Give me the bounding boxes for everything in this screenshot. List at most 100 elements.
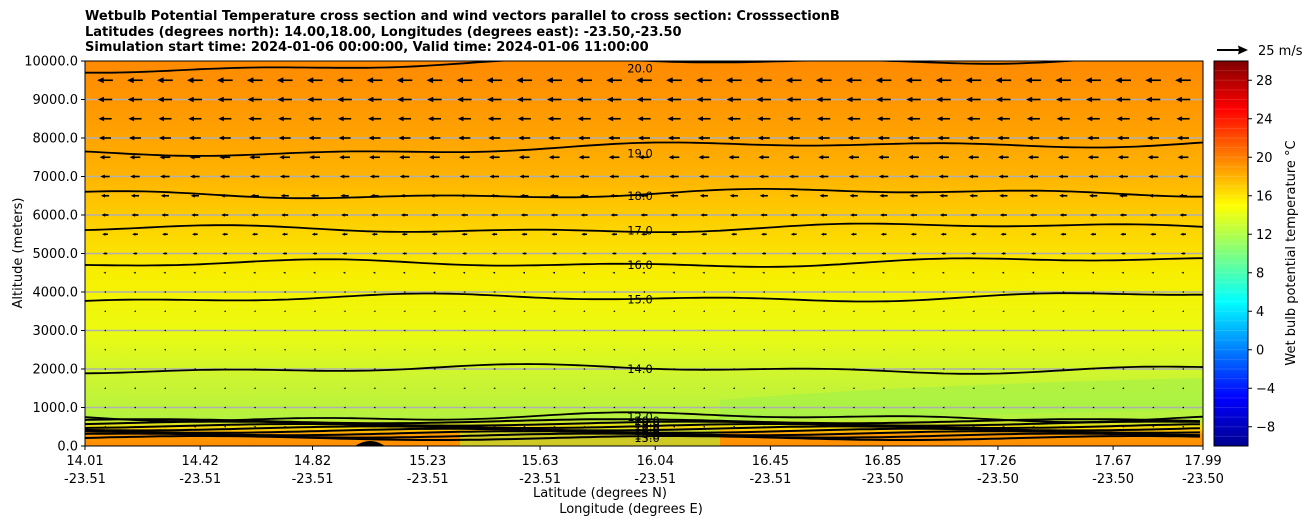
wind-vector — [882, 368, 885, 370]
wind-vector — [283, 310, 286, 313]
wind-vector — [1059, 213, 1067, 217]
wind-vector — [699, 193, 709, 198]
wind-vector — [403, 310, 406, 313]
wind-vector — [553, 425, 556, 428]
wind-vector — [283, 348, 286, 351]
wind-vector — [852, 368, 855, 370]
wind-vector — [609, 174, 619, 179]
wind-vector — [1119, 193, 1128, 198]
wind-vector — [278, 116, 292, 122]
wind-vector — [463, 291, 466, 293]
wind-vector — [643, 329, 645, 332]
wind-vector — [313, 329, 316, 332]
wind-vector — [104, 425, 106, 428]
wind-vector — [969, 213, 977, 217]
surface-contour-label: 19.0 — [634, 417, 660, 431]
wind-vector — [223, 329, 226, 332]
wind-vector — [192, 232, 198, 236]
wind-vector — [882, 310, 885, 313]
title-line-1: Wetbulb Potential Temperature cross sect… — [85, 9, 840, 24]
wind-vector — [643, 348, 645, 351]
wind-vector — [912, 368, 915, 370]
wind-vector — [549, 174, 559, 179]
contour-19.0 — [85, 141, 1203, 157]
wind-vector — [553, 291, 556, 293]
wind-vector — [852, 425, 855, 428]
wind-vector — [729, 174, 739, 179]
wind-vector — [1002, 387, 1005, 390]
x-tick-lat: 17.26 — [979, 454, 1016, 469]
wind-vector — [583, 387, 586, 390]
wind-vector — [972, 406, 975, 409]
wind-vector — [457, 96, 472, 103]
wind-vector — [702, 368, 705, 370]
wind-vector — [193, 310, 196, 313]
wind-vector — [1085, 77, 1102, 84]
wind-vector — [792, 368, 795, 370]
wind-vector — [433, 348, 436, 351]
colorbar-tick-label: 8 — [1256, 266, 1264, 281]
wind-vector — [373, 348, 376, 351]
wind-vector — [429, 174, 440, 179]
wind-vector — [760, 213, 768, 217]
wind-vector — [760, 232, 767, 236]
wind-vector — [253, 291, 256, 293]
wind-vector — [939, 193, 948, 198]
x-tick-lon: -23.51 — [749, 472, 791, 487]
x-tick-lon: -23.50 — [977, 472, 1019, 487]
wind-vector — [522, 252, 527, 255]
wind-vector — [459, 155, 470, 160]
wind-vector — [882, 387, 885, 390]
wind-vector — [104, 406, 106, 409]
wind-vector — [1026, 116, 1040, 122]
wind-vector — [732, 406, 735, 409]
wind-vector — [581, 252, 587, 255]
wind-vector — [459, 174, 470, 179]
wind-vector — [1117, 135, 1130, 141]
wind-vector — [731, 232, 737, 236]
surface-contour — [85, 423, 1201, 429]
wind-vector — [158, 135, 171, 141]
wind-vector — [696, 96, 712, 103]
wind-vector — [1091, 271, 1094, 274]
wind-vector — [611, 232, 617, 236]
wind-vector — [551, 232, 558, 236]
wind-vector — [428, 135, 441, 141]
wind-vector — [1116, 116, 1130, 122]
wind-vector — [1090, 252, 1096, 255]
wind-vector — [850, 213, 858, 217]
wind-vector — [1062, 310, 1065, 313]
wind-vector — [702, 425, 705, 428]
wind-vector — [583, 348, 586, 351]
wind-vector — [157, 96, 173, 103]
wind-vector — [701, 252, 707, 255]
wind-vector — [100, 193, 110, 198]
wind-vector — [102, 232, 108, 236]
wind-vector — [999, 193, 1008, 198]
wind-vector — [461, 232, 468, 236]
wind-vector — [912, 425, 915, 428]
wind-vector — [1032, 348, 1035, 351]
wind-vector — [518, 135, 531, 141]
wind-vector — [942, 406, 945, 409]
wind-vector — [1180, 232, 1186, 236]
x-tick-lon: -23.51 — [519, 472, 561, 487]
wind-vector — [311, 232, 318, 236]
wind-vector — [520, 193, 529, 198]
wind-vector — [583, 406, 586, 409]
wind-vector — [697, 116, 711, 122]
wind-vector — [221, 213, 229, 217]
wind-vector — [1149, 213, 1157, 217]
wind-vector — [458, 135, 471, 141]
wind-vector — [187, 77, 203, 84]
wind-vector — [192, 252, 198, 255]
x-tick-lon: -23.51 — [634, 472, 676, 487]
wind-vector — [99, 155, 111, 160]
colorbar — [1214, 61, 1248, 446]
wind-vector — [427, 96, 442, 103]
colorbar-tick-label: 0 — [1256, 343, 1264, 358]
wind-vector — [732, 387, 735, 390]
wind-vector — [309, 174, 320, 179]
wind-vector — [463, 348, 466, 351]
wind-vector — [941, 271, 945, 274]
